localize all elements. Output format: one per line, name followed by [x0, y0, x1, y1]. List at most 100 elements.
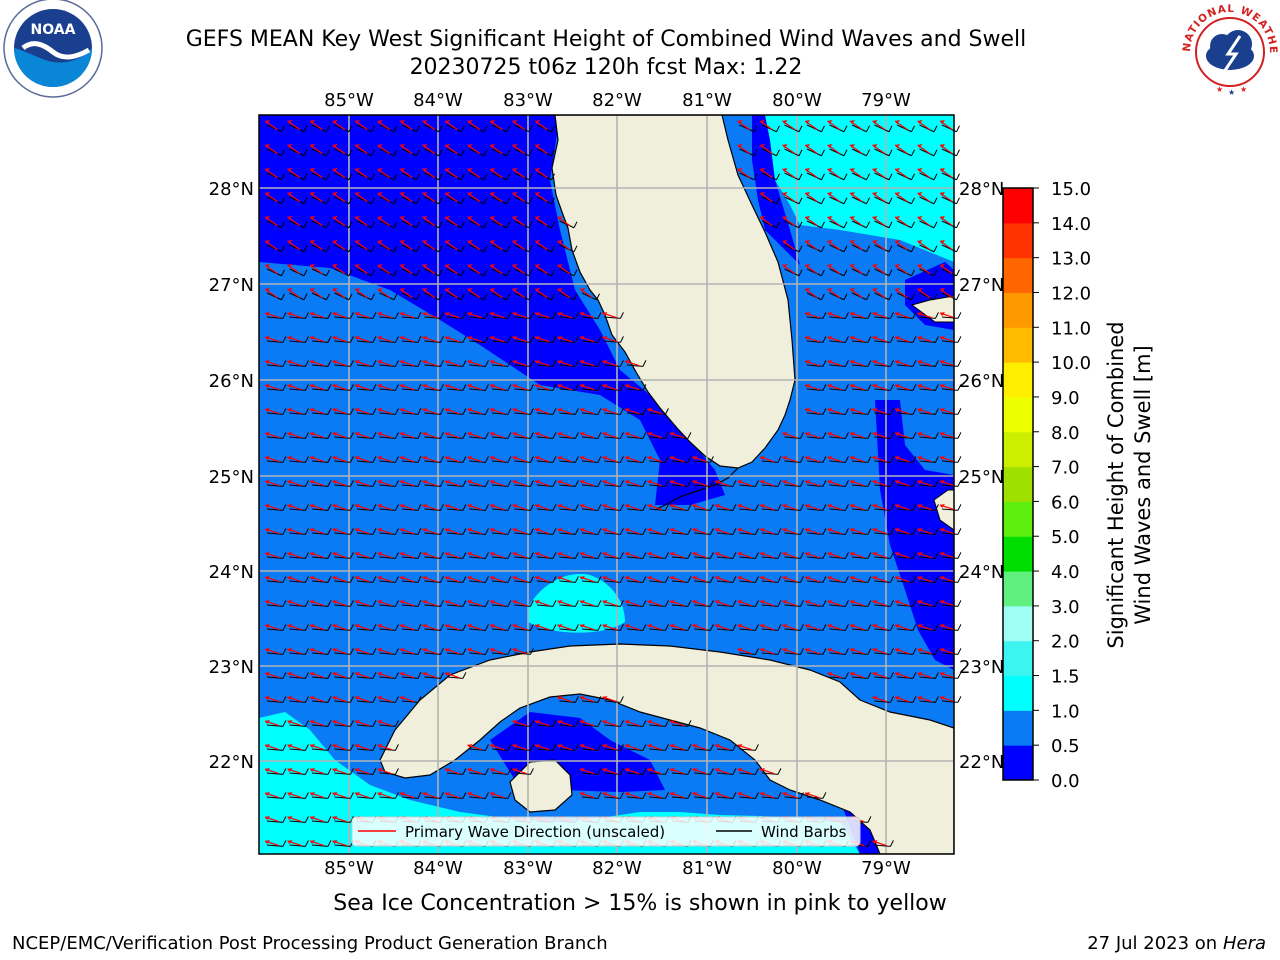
wind-barb — [784, 244, 800, 253]
wind-barb-flag — [507, 408, 512, 415]
wave-arrow-head — [512, 240, 518, 244]
colorbar-label-line2: Wind Waves and Swell [m] — [1131, 345, 1155, 625]
wave-arrow-head — [422, 552, 428, 556]
wind-barb — [379, 412, 396, 415]
wind-barb-flag — [349, 336, 354, 343]
wind-barb — [289, 196, 305, 205]
wind-barb — [941, 436, 958, 439]
wind-barb-flag — [484, 312, 489, 319]
wind-barb-flag — [822, 624, 827, 631]
wave-arrow-head — [512, 648, 518, 652]
wind-barb-flag — [303, 245, 308, 252]
wind-barb-flag — [889, 672, 894, 679]
wave-arrow-head — [287, 600, 293, 604]
wind-barb-flag — [934, 528, 939, 535]
wind-barb-flag — [843, 173, 848, 180]
wind-barb — [761, 772, 778, 775]
wind-barb — [806, 220, 822, 229]
wind-barb — [806, 436, 823, 439]
wave-arrow-head — [490, 600, 495, 604]
wave-arrow-head — [737, 576, 743, 580]
wind-barb — [874, 244, 890, 253]
wind-barb-flag — [687, 456, 692, 463]
wind-barb — [829, 484, 846, 487]
wave-arrow-head — [625, 720, 630, 724]
wave-arrow-head — [715, 480, 720, 484]
wind-barb-flag — [394, 672, 399, 679]
wave-arrow-head — [535, 744, 540, 748]
wind-barb — [379, 532, 396, 535]
wave-arrow-head — [287, 744, 293, 748]
wind-barb — [379, 292, 395, 301]
wind-barb — [806, 652, 823, 655]
wind-barb — [356, 796, 373, 799]
wave-arrow-head — [850, 384, 855, 388]
wind-barb — [739, 124, 755, 133]
wind-barb — [266, 844, 283, 847]
wave-arrow-head — [512, 744, 518, 748]
wave-arrow-head — [400, 192, 405, 196]
wind-barb-flag — [552, 456, 557, 463]
wind-barb — [424, 676, 441, 679]
wind-barb — [784, 124, 800, 133]
wind-barb — [514, 196, 530, 205]
wind-barb-flag — [889, 408, 894, 415]
wave-arrow-head — [602, 360, 608, 364]
wave-arrow-head — [625, 792, 630, 796]
wind-barb — [919, 556, 936, 559]
wind-barb — [694, 580, 711, 583]
wind-barb-flag — [687, 744, 692, 751]
wind-barb — [446, 580, 463, 583]
wind-barb-flag — [822, 600, 827, 607]
wind-barb — [739, 772, 756, 775]
wind-barb-flag — [304, 816, 309, 823]
wind-barb-flag — [417, 552, 422, 559]
wave-arrow-head — [355, 384, 360, 388]
wave-arrow-head — [850, 648, 855, 652]
wind-barb-flag — [372, 600, 377, 607]
wind-barb-flag — [777, 552, 782, 559]
wind-barb-flag — [529, 528, 534, 535]
wave-arrow-head — [422, 312, 428, 316]
wind-barb — [266, 268, 282, 277]
wave-arrow-head — [580, 336, 585, 340]
wind-barb — [761, 220, 777, 229]
wind-barb-flag — [933, 269, 938, 276]
wind-barb-flag — [507, 360, 512, 367]
wind-barb-flag — [439, 624, 444, 631]
wind-barb-flag — [867, 312, 872, 319]
wave-arrow-head — [310, 336, 315, 340]
colorbar-segment — [1003, 640, 1033, 677]
wind-barb — [334, 124, 350, 133]
wind-barb-flag — [462, 768, 467, 775]
wind-barb — [806, 580, 823, 583]
wave-arrow-head — [377, 288, 383, 292]
wind-barb — [806, 796, 823, 799]
lat-label-right: 27°N — [959, 275, 1004, 296]
wave-arrow-head — [940, 264, 945, 268]
wave-arrow-head — [940, 360, 945, 364]
wave-arrow-head — [760, 768, 765, 772]
wind-barb — [401, 484, 418, 487]
wave-arrow-head — [872, 480, 878, 484]
wave-arrow-head — [917, 480, 923, 484]
wind-barb-flag — [822, 552, 827, 559]
wave-arrow-head — [805, 360, 810, 364]
wave-arrow-head — [377, 504, 383, 508]
wind-barb-flag — [281, 173, 285, 180]
wind-barb — [356, 628, 373, 631]
wind-barb-flag — [281, 245, 285, 252]
wind-barb — [334, 196, 350, 205]
wind-barb — [581, 484, 598, 487]
wave-arrow-head — [557, 528, 563, 532]
wind-barb — [874, 508, 891, 511]
wave-arrow-head — [332, 240, 338, 244]
wave-arrow-head — [917, 216, 923, 220]
wave-arrow-head — [467, 360, 473, 364]
wave-arrow-head — [917, 288, 923, 292]
wind-barb-flag — [439, 600, 444, 607]
wave-arrow-head — [512, 120, 518, 124]
wind-barb — [469, 748, 486, 751]
wind-barb — [761, 580, 778, 583]
wind-barb — [266, 340, 283, 343]
